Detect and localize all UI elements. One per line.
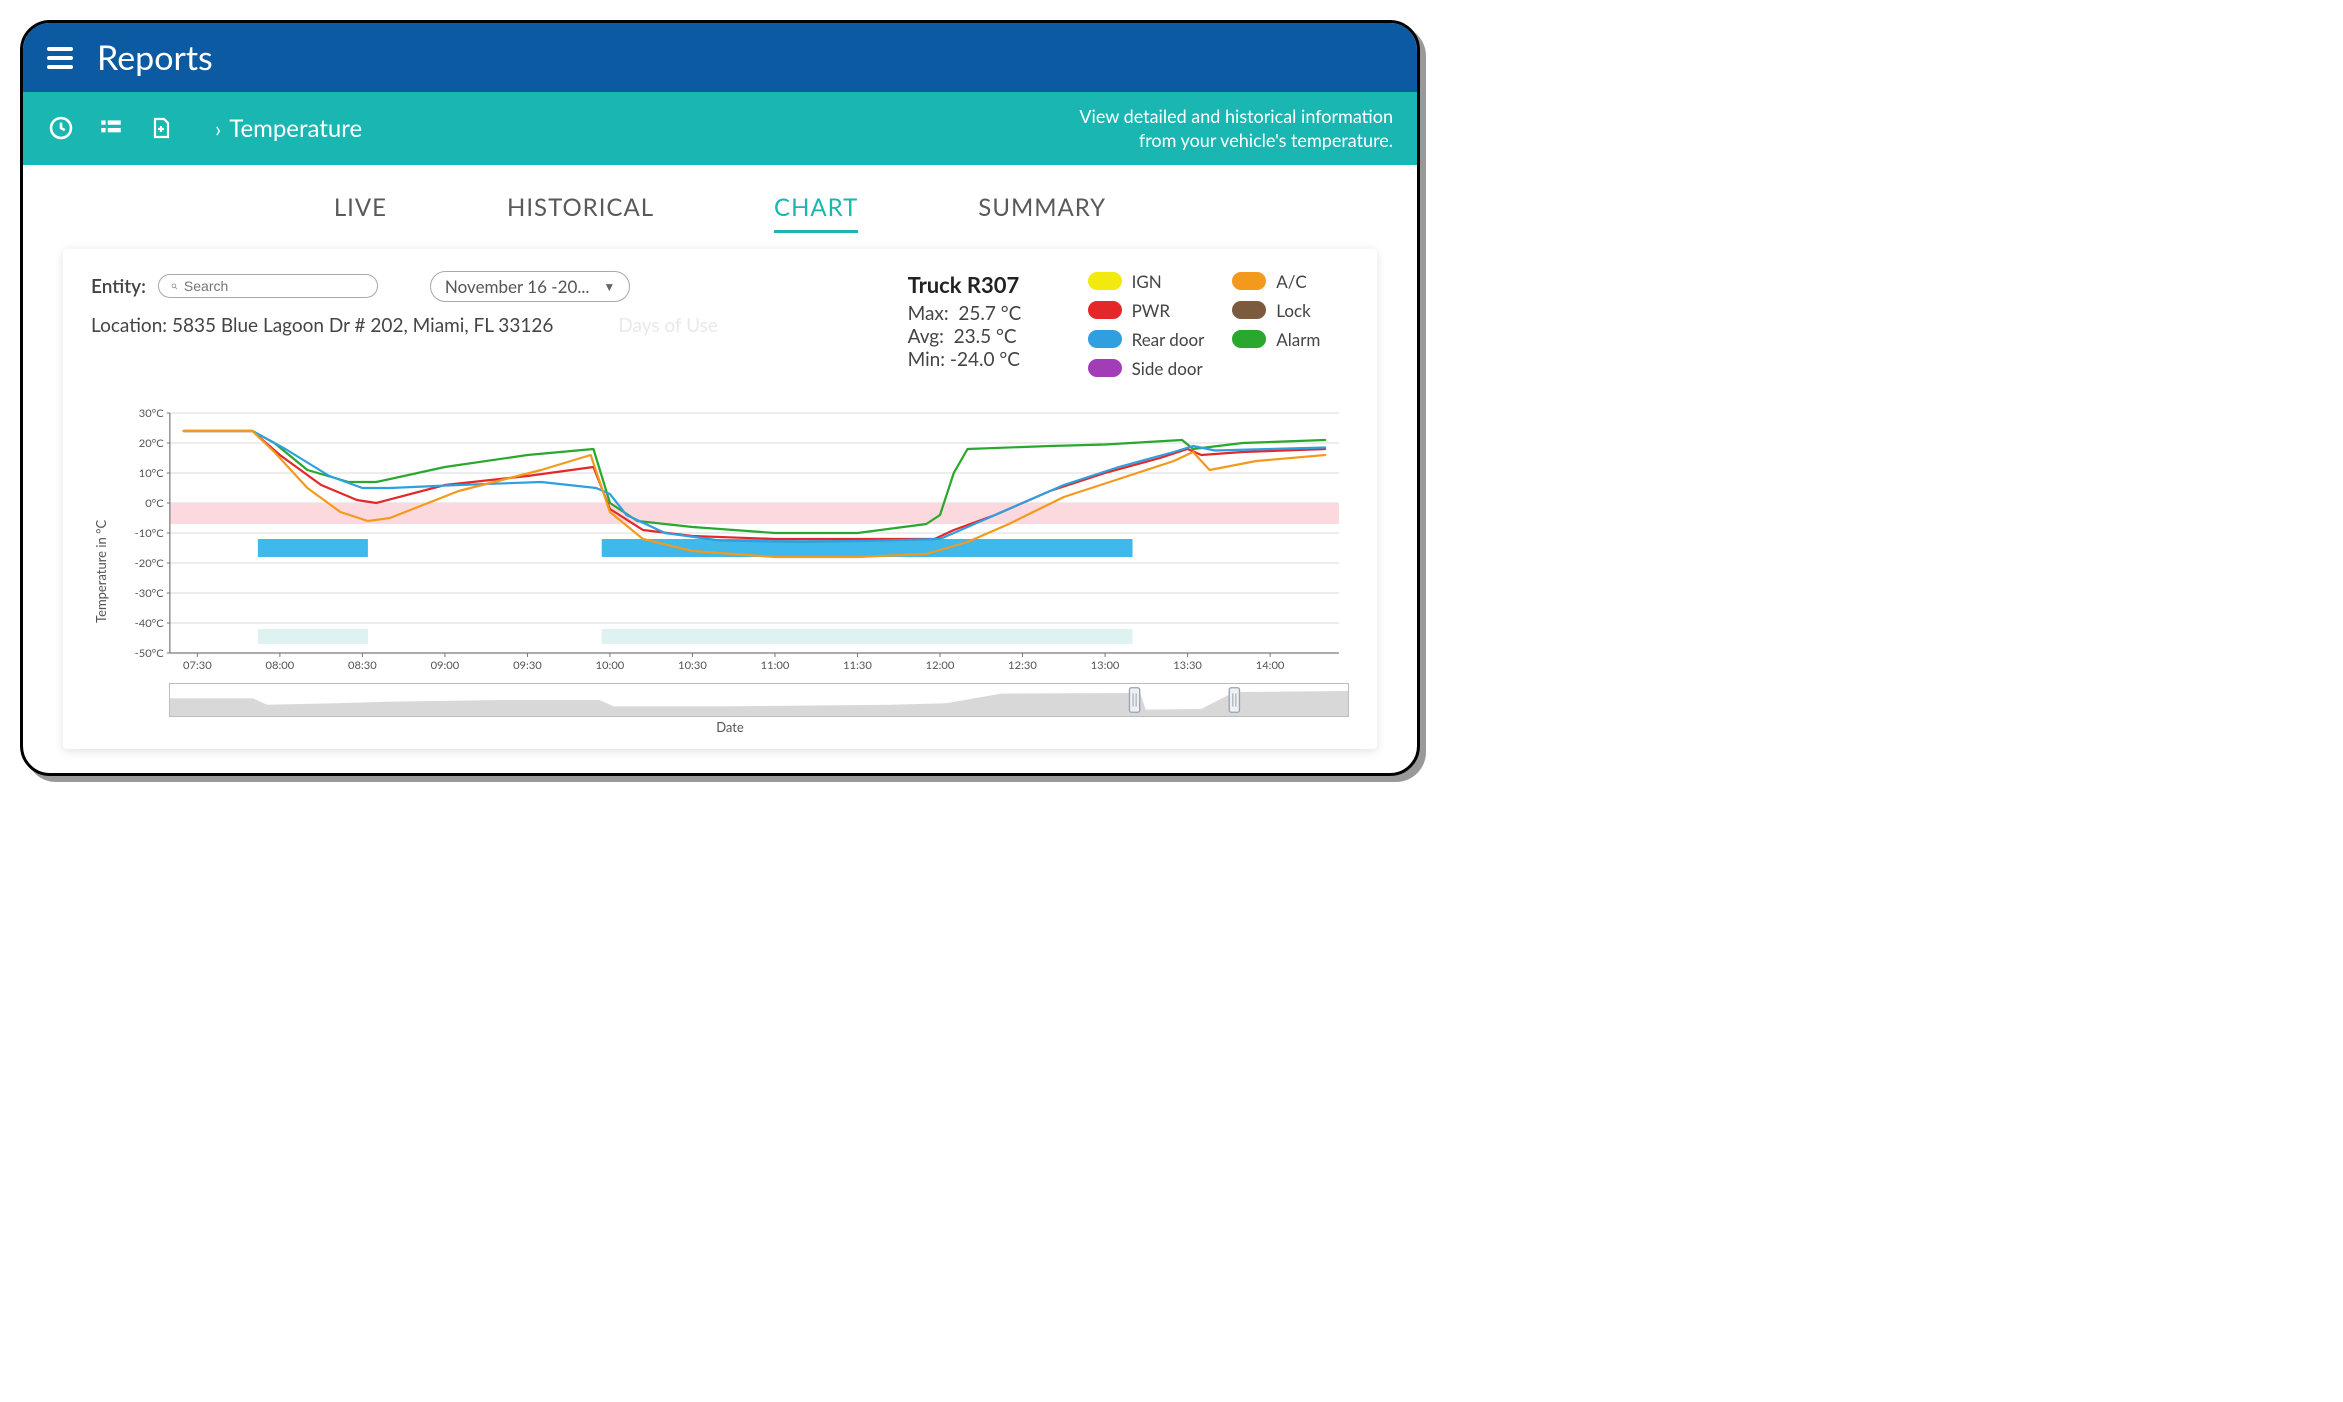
legend-item[interactable]: Lock [1232,300,1349,321]
legend-item[interactable]: PWR [1088,300,1205,321]
ghost-text: Days of Use [618,314,718,337]
legend-item[interactable]: IGN [1088,271,1205,292]
svg-text:10:00: 10:00 [596,659,625,672]
svg-text:13:30: 13:30 [1173,659,1202,672]
date-range-select[interactable]: November 16 -20... ▼ [430,271,630,302]
legend-label: IGN [1132,271,1162,292]
tab-live[interactable]: LIVE [334,193,387,233]
clock-icon[interactable] [47,114,75,142]
tab-summary[interactable]: SUMMARY [978,193,1106,233]
line-chart: 30°C 20°C 10°C 0°C -10°C -20°C -30°C -40°C -50°C… [111,407,1349,677]
legend-swatch [1088,359,1122,377]
file-add-icon[interactable] [147,114,175,142]
location-value: 5835 Blue Lagoon Dr # 202, Miami, FL 331… [172,314,553,337]
hamburger-icon[interactable] [47,47,73,69]
legend-label: PWR [1132,300,1170,321]
legend-swatch [1232,272,1266,290]
legend-label: Alarm [1276,329,1320,350]
header-bar: Reports [23,23,1417,92]
x-axis-label: Date [111,719,1349,735]
svg-text:12:30: 12:30 [1008,659,1037,672]
tab-historical[interactable]: HISTORICAL [507,193,654,233]
svg-text:07:30: 07:30 [183,659,212,672]
svg-text:08:30: 08:30 [348,659,377,672]
legend-swatch [1088,272,1122,290]
svg-text:09:30: 09:30 [513,659,542,672]
legend-swatch [1088,330,1122,348]
svg-text:-10°C: -10°C [135,527,165,540]
svg-text:-50°C: -50°C [135,647,165,660]
svg-text:12:00: 12:00 [926,659,955,672]
legend-swatch [1088,301,1122,319]
svg-text:11:00: 11:00 [761,659,790,672]
chart-area: Temperature in °C 30°C 20°C 10°C 0°C -10°C -2… [91,407,1349,735]
list-icon[interactable] [97,114,125,142]
legend-item[interactable]: Rear door [1088,329,1205,350]
location-label: Location: [91,314,167,337]
date-range-label: November 16 -20... [445,276,589,297]
svg-text:13:00: 13:00 [1091,659,1120,672]
svg-text:-40°C: -40°C [135,617,165,630]
svg-text:11:30: 11:30 [843,659,872,672]
entity-name: Truck R307 [908,271,1058,298]
svg-text:0°C: 0°C [145,497,164,510]
search-icon [171,280,178,293]
breadcrumb-label: Temperature [229,114,362,143]
content-card: Entity: November 16 -20... ▼ Location: 5… [63,249,1377,749]
legend-item[interactable]: Side door [1088,358,1205,379]
tab-chart[interactable]: CHART [774,193,858,233]
subbar-description: View detailed and historical information… [1079,104,1393,153]
svg-text:-30°C: -30°C [135,587,165,600]
legend-label: A/C [1276,271,1306,292]
svg-text:09:00: 09:00 [431,659,460,672]
sub-toolbar: › Temperature View detailed and historic… [23,92,1417,165]
app-window: Reports › Temperature View detailed and … [20,20,1420,776]
stats-panel: Truck R307 Max: 25.7 °C Avg: 23.5 °C Min… [908,271,1058,371]
legend-label: Rear door [1132,329,1205,350]
breadcrumb: › Temperature [215,114,362,143]
search-input[interactable] [184,278,365,294]
legend-item[interactable]: Alarm [1232,329,1349,350]
legend-swatch [1232,301,1266,319]
search-input-wrap[interactable] [158,274,378,298]
chevron-down-icon: ▼ [603,279,615,294]
svg-text:20°C: 20°C [139,437,165,450]
svg-text:-20°C: -20°C [135,557,165,570]
svg-text:08:00: 08:00 [266,659,295,672]
legend-label: Lock [1276,300,1311,321]
legend-swatch [1232,330,1266,348]
page-title: Reports [97,37,213,78]
svg-text:10°C: 10°C [139,467,165,480]
svg-text:30°C: 30°C [139,407,165,420]
legend-item[interactable]: A/C [1232,271,1349,292]
tabs: LIVE HISTORICAL CHART SUMMARY [23,165,1417,249]
y-axis-label: Temperature in °C [91,407,111,735]
svg-text:10:30: 10:30 [678,659,707,672]
svg-text:14:00: 14:00 [1256,659,1285,672]
chevron-right-icon: › [215,115,221,142]
time-scrubber[interactable] [169,683,1349,717]
entity-label: Entity: [91,275,146,298]
legend: IGN A/C PWR Lock Rear door Alarm Side door [1088,271,1349,379]
legend-label: Side door [1132,358,1203,379]
